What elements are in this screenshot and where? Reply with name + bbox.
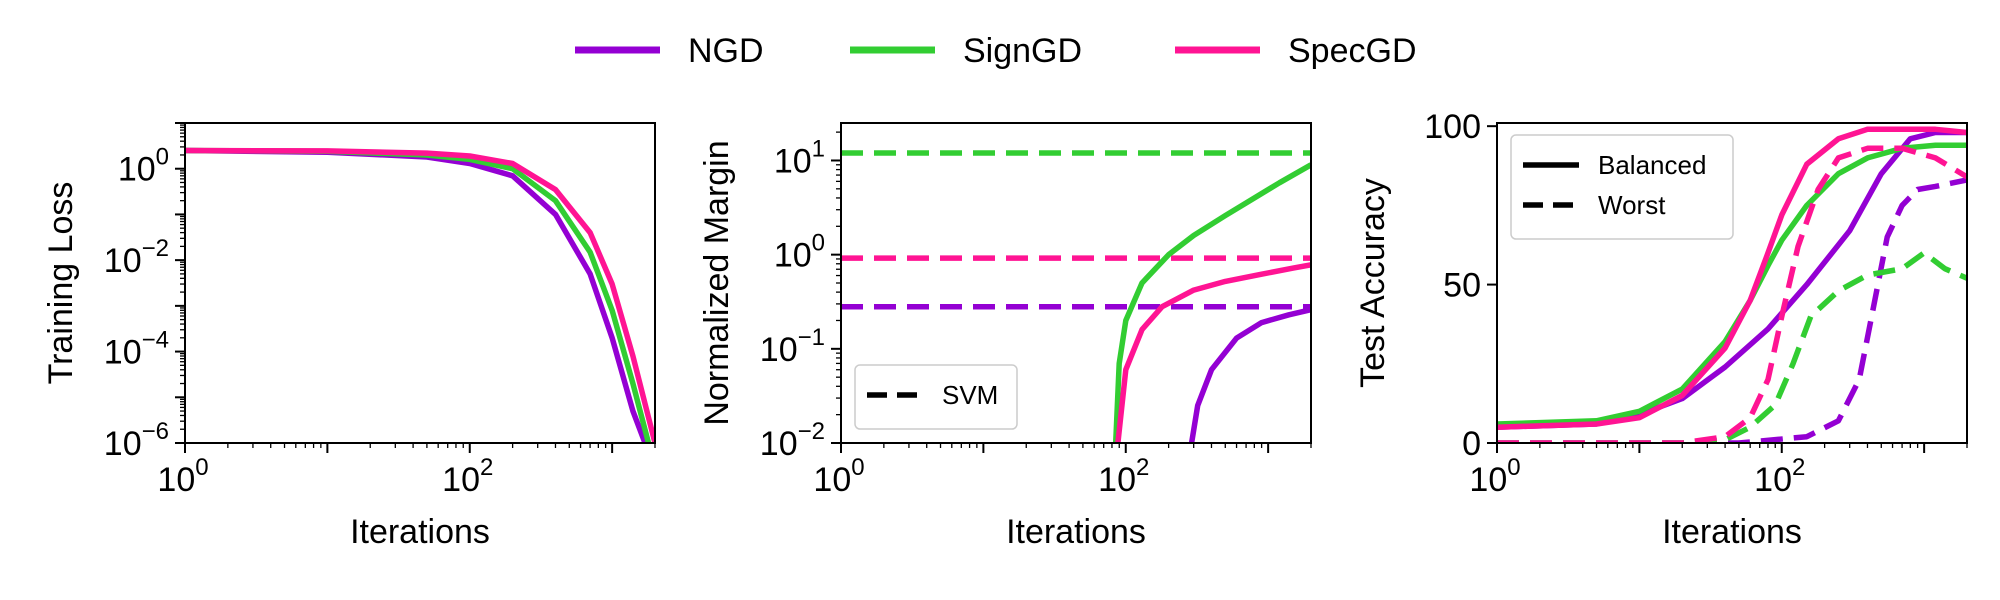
x-axis-label: Iterations [1662, 513, 1802, 551]
legend-box [854, 364, 1018, 430]
x-axis-label: Iterations [350, 513, 490, 551]
top-legend: NGD SignGD SpecGD [575, 32, 1417, 70]
series-group [185, 147, 655, 443]
panel-3: 100 102 0 50 100 Iterations Test Accuracy Balan… [1354, 108, 1968, 551]
y-axis-label: Training Loss [42, 182, 80, 385]
x-tick-label: 102 [1754, 454, 1805, 499]
series-specgd [1115, 262, 1311, 443]
legend-label-worst: Worst [1598, 190, 1666, 220]
series-ngd [1188, 307, 1311, 443]
series-group [1497, 126, 1967, 443]
x-tick-label: 102 [442, 454, 493, 499]
y-tick-label: 100 [118, 144, 169, 189]
x-axis-label: Iterations [1006, 513, 1146, 551]
y-tick-label: 10−1 [760, 324, 825, 369]
x-tick-label: 100 [157, 454, 208, 499]
series-signgd [1112, 162, 1311, 443]
axes-frame [1496, 122, 1968, 444]
series-specgd-worst [1497, 145, 1967, 443]
legend-label-specgd: SpecGD [1288, 32, 1417, 70]
legend-label-balanced: Balanced [1598, 150, 1706, 180]
y-tick-label: 101 [774, 135, 825, 180]
series-group [841, 150, 1311, 443]
axes-frame [184, 122, 656, 444]
y-tick-label: 50 [1443, 267, 1481, 305]
legend-label-ngd: NGD [688, 32, 764, 70]
y-tick-label: 10−2 [760, 418, 825, 463]
x-tick-label: 100 [813, 454, 864, 499]
panel-2: 100 102 101 100 10−1 10−2 Iterations Normalized… [698, 122, 1312, 551]
legend-box [1510, 134, 1734, 240]
series-ngd-worst [1497, 177, 1967, 443]
panel-legend: SVM [854, 364, 1018, 430]
x-tick-label: 100 [1469, 454, 1520, 499]
y-tick-label: 10−4 [104, 327, 169, 372]
y-tick-label: 100 [774, 230, 825, 275]
y-tick-label: 0 [1462, 425, 1481, 463]
series-ngd [185, 147, 648, 443]
legend-label-svm: SVM [942, 380, 998, 410]
y-tick-label: 10−2 [104, 235, 169, 280]
x-tick-label: 102 [1098, 454, 1149, 499]
y-tick-label: 10−6 [104, 418, 169, 463]
panel-1: 100 102 100 10−2 10−4 10−6 Iterations Training … [42, 122, 656, 551]
panel-legend: Balanced Worst [1510, 134, 1734, 240]
y-axis-label: Normalized Margin [698, 140, 736, 425]
series-specgd [185, 147, 655, 443]
series-signgd-worst [1497, 250, 1967, 443]
y-axis-label: Test Accuracy [1354, 178, 1392, 388]
series-specgd-balanced [1497, 126, 1967, 430]
legend-label-signgd: SignGD [963, 32, 1082, 70]
series-signgd [185, 147, 652, 443]
y-tick-label: 100 [1424, 108, 1481, 146]
